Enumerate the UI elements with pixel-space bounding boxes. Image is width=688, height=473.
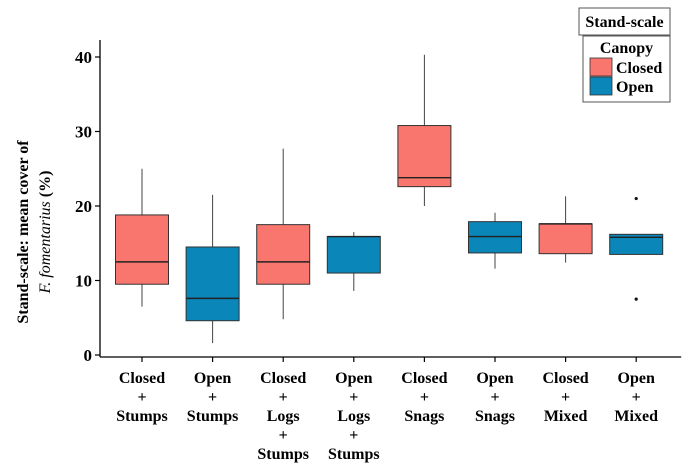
x-tick-label-line: Mixed [544,408,588,425]
y-axis-label-species: F. fomentarius [37,201,54,294]
box-iqr [326,236,381,274]
y-axis-label: Stand-scale: mean cover of [15,140,32,324]
box-iqr [538,223,593,255]
x-tick-label-line: Stumps [116,408,168,425]
x-tick-label-line: + [561,389,570,406]
x-tick-label-line: + [279,427,288,444]
x-tick-label-line: Open [618,370,655,387]
y-tick-label: 20 [75,197,92,216]
x-tick-label-line: Closed [119,370,165,387]
y-tick-label: 30 [75,123,92,142]
x-tick-label: Open + Mixed [614,370,658,425]
box-iqr [115,214,169,285]
legend-label-open: Open [616,79,653,96]
outlier-point [634,196,638,201]
x-tick-label-line: Open [476,370,513,387]
legend: Stand-scale Canopy Closed Open [578,7,671,103]
box-closed-stumps [115,168,169,307]
x-tick-label-line: Open [194,370,231,387]
legend-label-closed: Closed [616,60,662,77]
x-tick-label-line: Stumps [187,408,239,425]
y-axis-label-line2: F. fomentarius (%) [37,171,54,295]
x-tick-label-line: Logs [267,408,300,425]
y-tick-label: 10 [75,272,92,291]
legend-header-box [578,7,671,36]
box-open-mixed [609,196,664,301]
box-closed-logs-stumps [256,148,311,320]
x-tick-label-line: + [349,427,358,444]
legend-title: Canopy [600,40,653,57]
x-tick-label-line: + [490,389,499,406]
x-tick-label: Open + Logs + Stumps [328,370,380,463]
x-axis: Closed + Stumps Open + Stumps Closed + Logs + Stum… [100,356,682,463]
legend-swatch-open [589,76,613,96]
x-tick-label-line: Snags [475,408,515,425]
y-tick-label: 40 [75,48,92,67]
box-iqr [397,125,452,188]
box-iqr [256,224,311,285]
x-tick-label-line: + [349,389,358,406]
x-tick-label-line: Stumps [328,446,380,463]
x-tick-label-line: + [632,389,641,406]
box-open-stumps [185,194,240,344]
x-tick-label-line: Snags [404,408,444,425]
outlier-point [634,297,638,301]
x-tick-label-line: Closed [542,370,588,387]
legend-header: Stand-scale [585,14,663,31]
plot-area [115,54,664,344]
x-tick-label: Closed + Logs + Stumps [257,370,309,463]
x-tick-label-line: Logs [337,408,370,425]
x-tick-label: Closed + Snags [401,370,447,425]
box-iqr [609,233,664,255]
x-tick-label-line: Closed [401,370,447,387]
x-tick-label-line: Mixed [614,408,658,425]
x-tick-label-line: Stumps [257,446,309,463]
y-tick-label: 0 [84,346,93,365]
x-tick-label-line: + [279,389,288,406]
legend-swatch-closed [589,57,613,77]
box-iqr [468,221,522,254]
x-tick-label: Open + Snags [475,370,515,425]
x-tick-label: Closed + Mixed [542,370,588,425]
box-iqr [185,246,240,322]
x-tick-label-line: + [137,389,146,406]
x-tick-label-line: Open [335,370,372,387]
box-closed-snags [397,54,452,206]
y-axis-label-unit: (%) [37,171,54,198]
y-axis-label-line1: Stand-scale: mean cover of [15,140,32,324]
box-closed-mixed [538,196,593,263]
box-open-logs-stumps [326,232,381,291]
x-tick-label: Closed + Stumps [116,370,168,425]
y-axis: 0 10 20 30 40 [75,40,101,365]
x-tick-label-line: + [420,389,429,406]
x-tick-label: Open + Stumps [187,370,239,425]
box-open-snags [468,212,522,269]
x-tick-label-line: + [208,389,217,406]
x-tick-label-line: Closed [260,370,306,387]
